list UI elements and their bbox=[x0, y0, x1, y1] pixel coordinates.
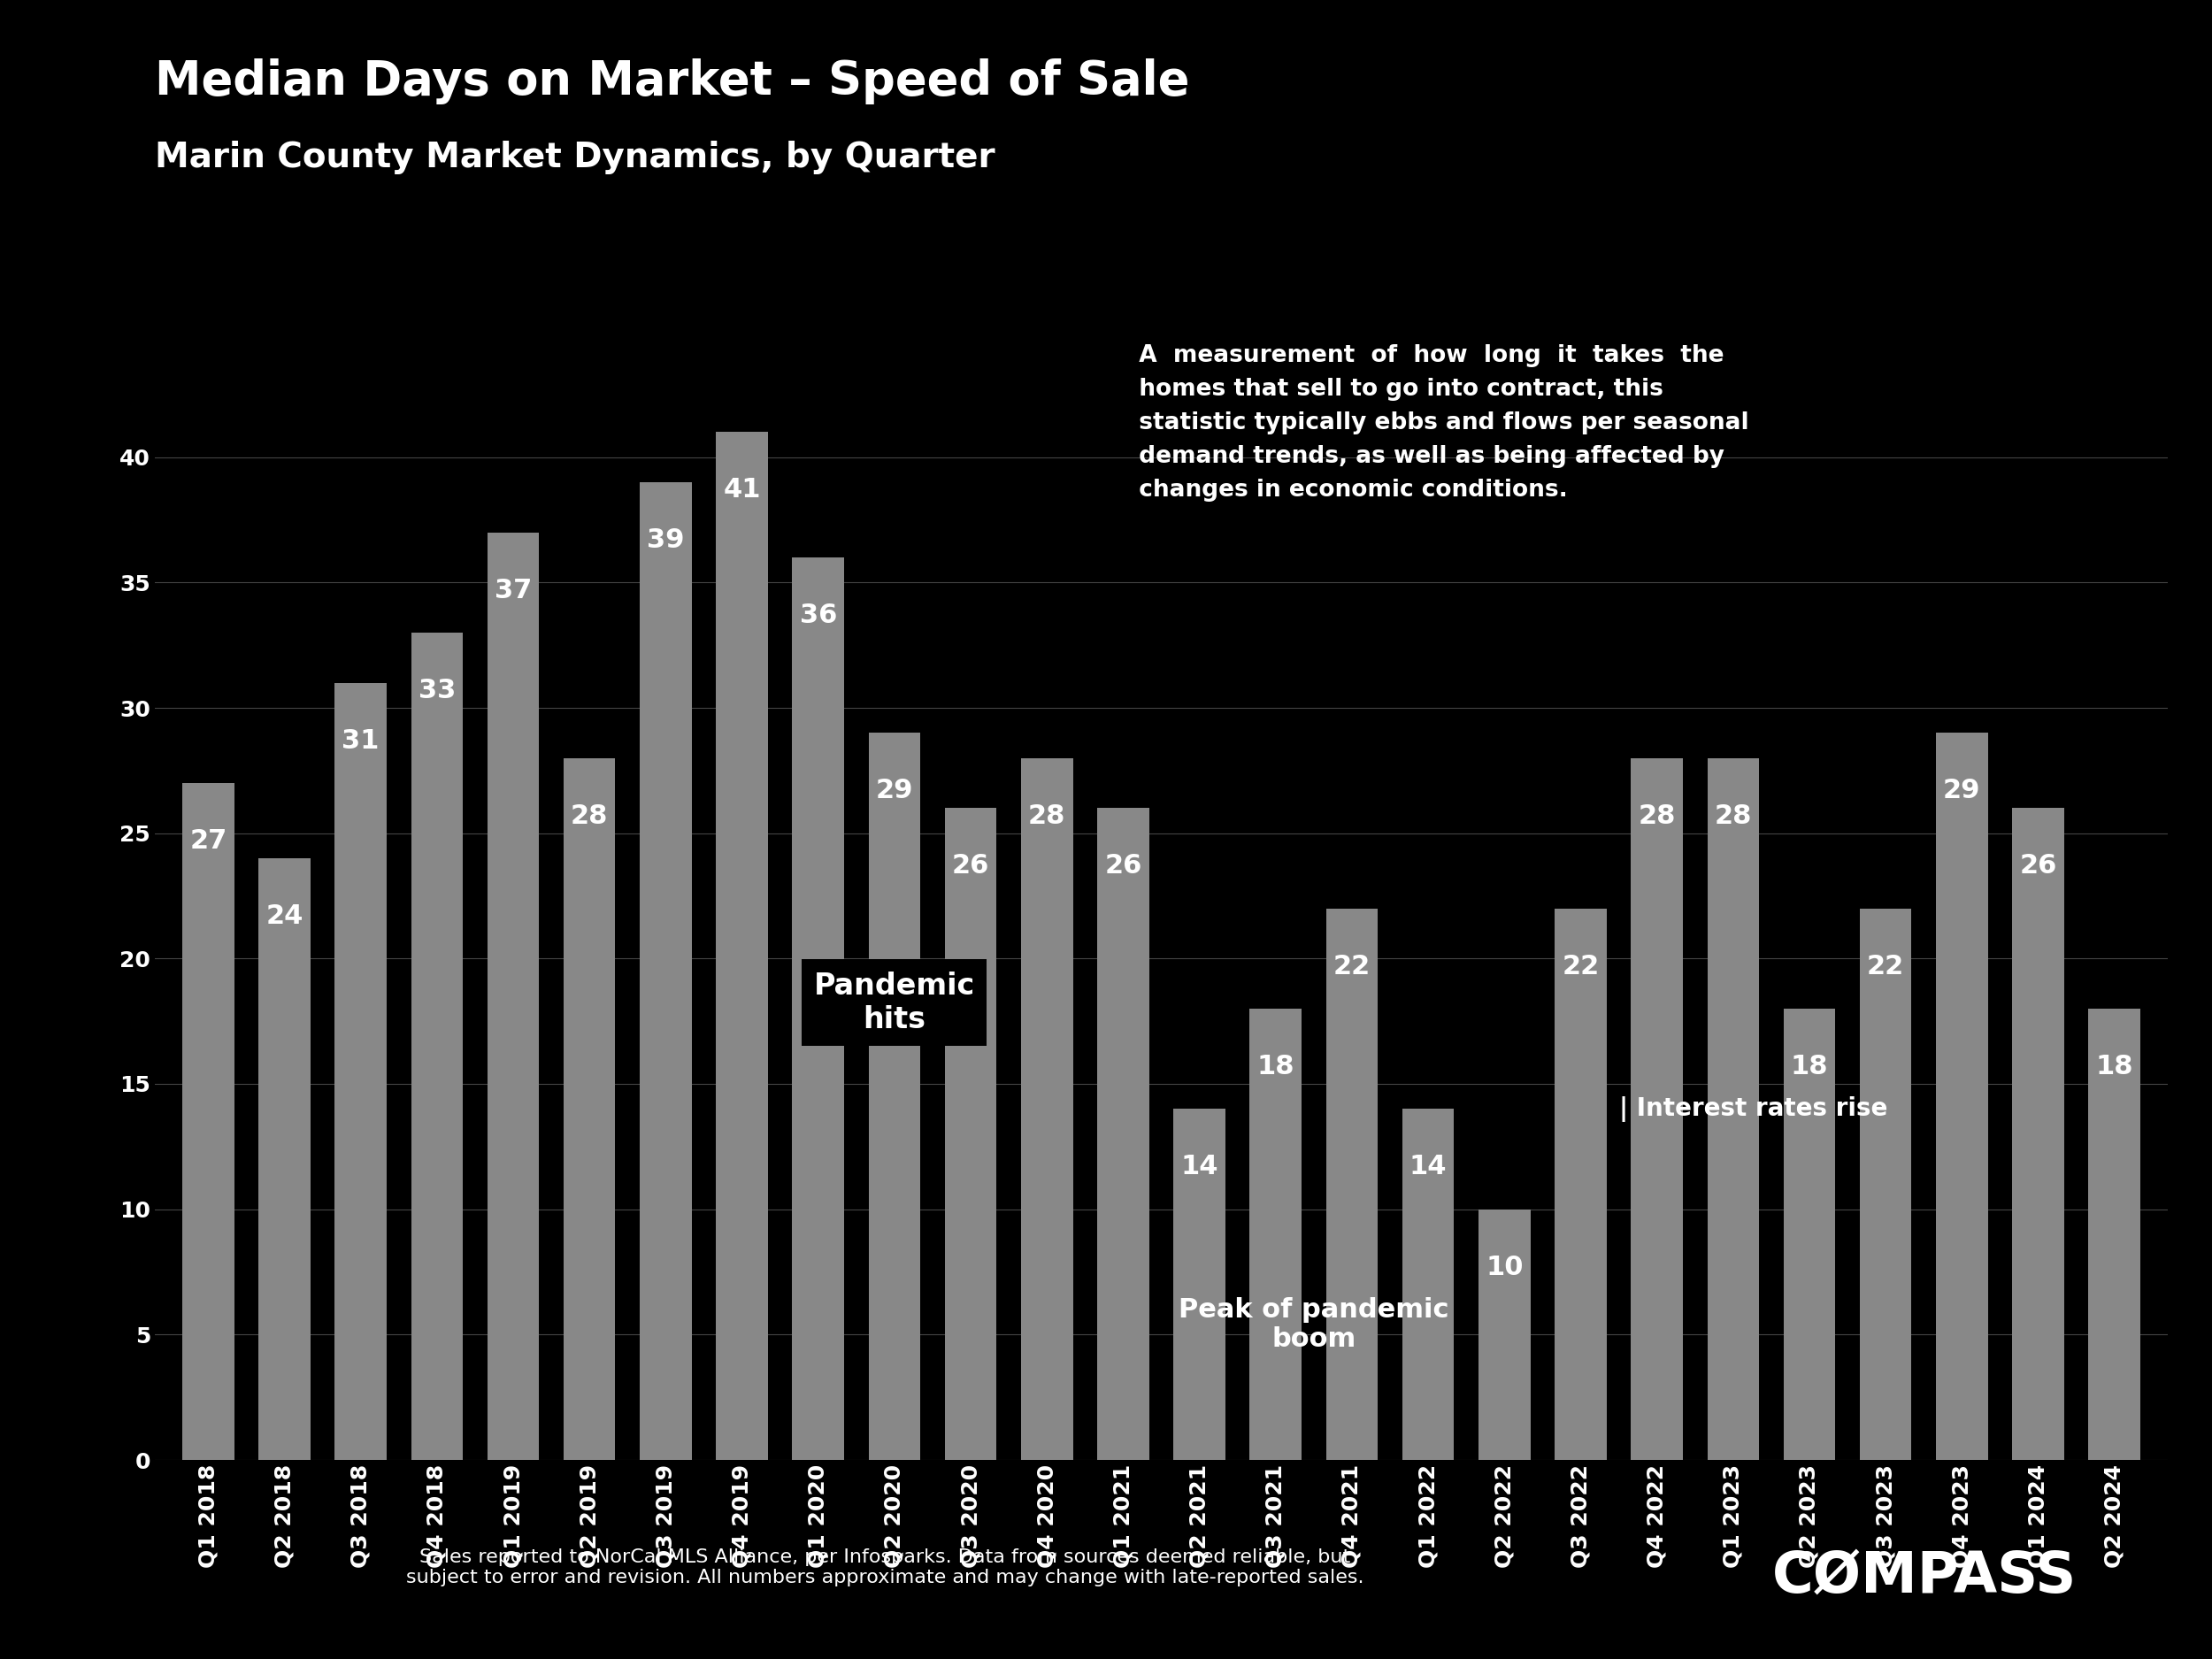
Bar bbox=[1860, 909, 1911, 1460]
Bar bbox=[717, 431, 768, 1460]
Bar bbox=[639, 483, 692, 1460]
Text: 22: 22 bbox=[1867, 954, 1905, 979]
Text: Sales reported to NorCal MLS Alliance, per Infosparks. Data from sources deemed : Sales reported to NorCal MLS Alliance, p… bbox=[407, 1548, 1363, 1588]
Text: 36: 36 bbox=[799, 602, 836, 629]
Text: 14: 14 bbox=[1409, 1155, 1447, 1180]
Bar bbox=[1478, 1209, 1531, 1460]
Bar bbox=[2013, 808, 2064, 1460]
Bar bbox=[869, 733, 920, 1460]
Text: 26: 26 bbox=[951, 853, 989, 879]
Text: 33: 33 bbox=[418, 679, 456, 703]
Text: Median Days on Market – Speed of Sale: Median Days on Market – Speed of Sale bbox=[155, 58, 1190, 105]
Text: 24: 24 bbox=[265, 904, 303, 929]
Bar bbox=[1022, 758, 1073, 1460]
Text: Pandemic
hits: Pandemic hits bbox=[814, 971, 975, 1034]
Text: 28: 28 bbox=[1714, 803, 1752, 830]
Bar bbox=[1708, 758, 1759, 1460]
Text: 29: 29 bbox=[1942, 778, 1980, 803]
Text: CØMPASS: CØMPASS bbox=[1772, 1548, 2077, 1604]
Text: 22: 22 bbox=[1334, 954, 1371, 979]
Bar bbox=[1936, 733, 1989, 1460]
Text: A  measurement  of  how  long  it  takes  the
  homes that sell to go into contr: A measurement of how long it takes the h… bbox=[1124, 345, 1750, 501]
Text: 29: 29 bbox=[876, 778, 914, 803]
Bar bbox=[1630, 758, 1683, 1460]
Bar bbox=[1402, 1108, 1453, 1460]
Bar bbox=[792, 557, 845, 1460]
Bar bbox=[1783, 1009, 1836, 1460]
Text: Marin County Market Dynamics, by Quarter: Marin County Market Dynamics, by Quarter bbox=[155, 141, 995, 174]
Text: | Interest rates rise: | Interest rates rise bbox=[1619, 1097, 1887, 1121]
Text: 18: 18 bbox=[1256, 1053, 1294, 1080]
Bar bbox=[259, 858, 310, 1460]
Text: 18: 18 bbox=[1790, 1053, 1827, 1080]
Text: 18: 18 bbox=[2095, 1053, 2132, 1080]
Text: 37: 37 bbox=[495, 577, 531, 604]
Text: 26: 26 bbox=[2020, 853, 2057, 879]
Text: 28: 28 bbox=[571, 803, 608, 830]
Text: 10: 10 bbox=[1486, 1254, 1524, 1281]
Text: 14: 14 bbox=[1181, 1155, 1219, 1180]
Text: 41: 41 bbox=[723, 478, 761, 503]
Bar bbox=[1175, 1108, 1225, 1460]
Text: 39: 39 bbox=[646, 528, 684, 552]
Bar bbox=[1250, 1009, 1301, 1460]
Bar bbox=[2088, 1009, 2141, 1460]
Text: 27: 27 bbox=[190, 828, 228, 854]
Bar bbox=[334, 684, 387, 1460]
Bar bbox=[945, 808, 998, 1460]
Bar bbox=[181, 783, 234, 1460]
Text: 31: 31 bbox=[343, 728, 380, 753]
Text: 28: 28 bbox=[1639, 803, 1677, 830]
Bar bbox=[487, 533, 540, 1460]
Text: 26: 26 bbox=[1104, 853, 1141, 879]
Bar bbox=[411, 632, 462, 1460]
Text: Peak of pandemic
boom: Peak of pandemic boom bbox=[1179, 1297, 1449, 1352]
Text: 28: 28 bbox=[1029, 803, 1066, 830]
Bar bbox=[1325, 909, 1378, 1460]
Bar bbox=[1097, 808, 1148, 1460]
Text: 22: 22 bbox=[1562, 954, 1599, 979]
Bar bbox=[564, 758, 615, 1460]
Bar bbox=[1555, 909, 1606, 1460]
